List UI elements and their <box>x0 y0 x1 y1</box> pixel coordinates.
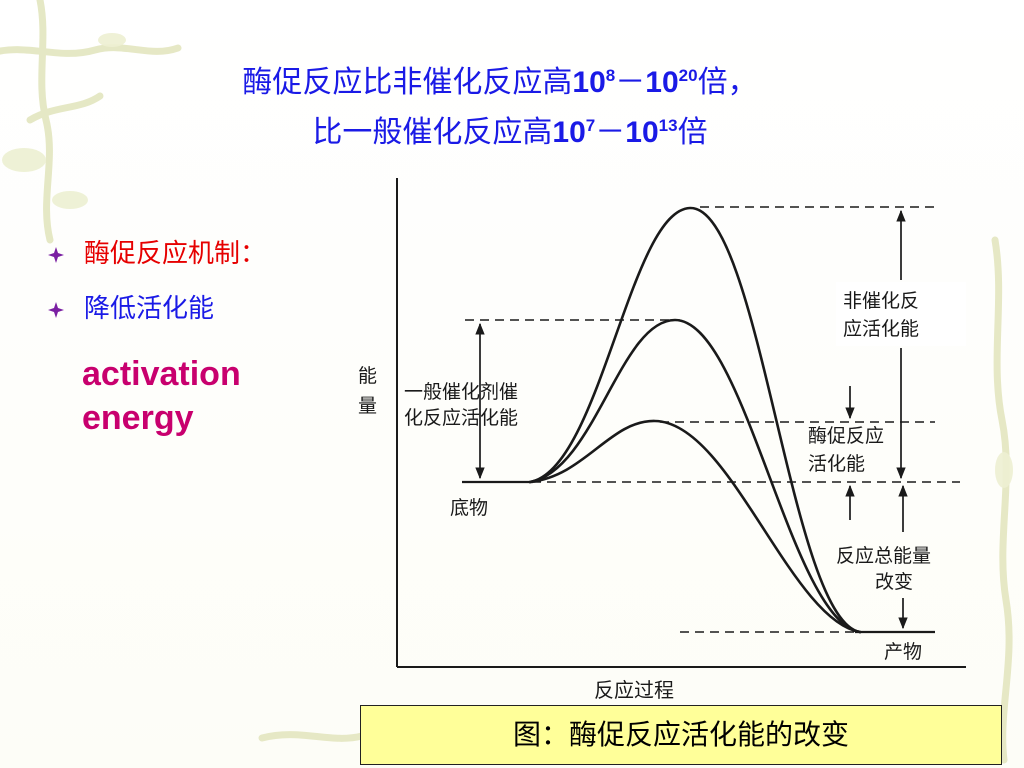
diamond-bullet-icon <box>48 247 64 263</box>
title-line-1-base-1: 10 <box>572 66 606 99</box>
title-line-1-exponent-1: 8 <box>605 66 616 85</box>
y-axis-label-char-2: 量 <box>358 395 377 417</box>
title-line-1-prefix: 酶促反应比非催化反应高 <box>242 65 573 100</box>
enzyme-catalyzed-curve <box>528 419 862 634</box>
x-axis-label: 反应过程 <box>594 678 674 702</box>
bullet-text-lower-activation: 降低活化能 <box>84 294 215 324</box>
title-line-1-suffix: 倍， <box>697 65 758 100</box>
product-label: 产物 <box>884 641 922 663</box>
figure-caption: 图：酶促反应活化能的改变 <box>360 705 1002 765</box>
enzyme-label-line-1: 酶促反应 <box>808 425 884 447</box>
title-line-2-base-1: 10 <box>552 116 586 149</box>
total-change-label-line-2: 改变 <box>875 571 913 593</box>
activation-energy-diagram: 能 量 反应过程 底物 产物 一般催化剂催 化反应活化能 非催化反 应活化能 酶… <box>358 178 966 702</box>
title-line-2: 比一般催化反应高107－1013倍 <box>100 108 900 158</box>
english-term-line-1: activation <box>82 355 241 393</box>
general-catalyst-label-line-1: 一般催化剂催 <box>404 381 518 403</box>
title-line-1-exponent-2: 20 <box>678 66 698 85</box>
non-catalytic-label-line-1: 非催化反 <box>843 290 919 312</box>
title-line-2-dash: － <box>595 115 626 150</box>
title-line-2-prefix: 比一般催化反应高 <box>312 115 553 150</box>
general-catalyst-label-line-2: 化反应活化能 <box>404 407 518 429</box>
substrate-label: 底物 <box>450 497 488 519</box>
label-backdrop <box>836 282 966 346</box>
non-catalytic-curve <box>528 206 862 634</box>
bullet-text-mechanism: 酶促反应机制： <box>84 239 267 269</box>
title-line-2-suffix: 倍 <box>677 115 708 150</box>
title-line-1: 酶促反应比非催化反应高108－1020倍， <box>100 58 900 108</box>
non-catalytic-label-line-2: 应活化能 <box>843 318 919 340</box>
title-line-1-base-2: 10 <box>645 66 679 99</box>
english-term-line-2: energy <box>82 399 194 437</box>
slide-title: 酶促反应比非催化反应高108－1020倍， 比一般催化反应高107－1013倍 <box>100 58 900 158</box>
title-line-2-exponent-2: 13 <box>658 116 678 135</box>
title-line-1-dash: － <box>615 65 646 100</box>
title-line-2-base-2: 10 <box>625 116 659 149</box>
total-change-label-line-1: 反应总能量 <box>836 545 931 567</box>
english-term: activation energy <box>82 352 241 440</box>
general-catalyst-curve <box>528 318 862 634</box>
title-line-2-exponent-1: 7 <box>585 116 596 135</box>
diamond-bullet-icon <box>48 302 64 318</box>
y-axis-label-char-1: 能 <box>358 365 377 387</box>
enzyme-label-line-2: 活化能 <box>808 453 865 475</box>
